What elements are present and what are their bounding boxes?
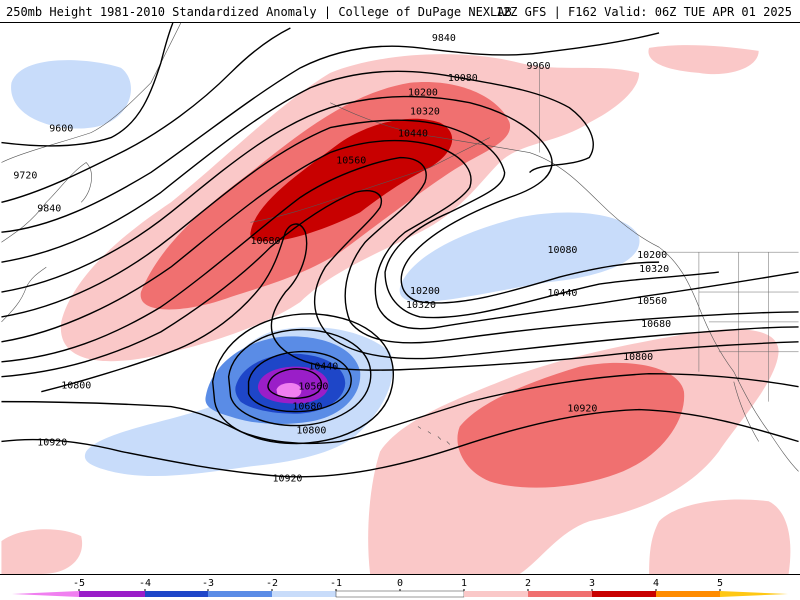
contour-label: 10080 [448,73,478,84]
scale-swatch [656,591,720,597]
scale-tick-label: -1 [330,578,342,589]
contour-label: 9960 [527,61,551,72]
height-contours [1,23,799,478]
scale-tick-label: 1 [461,578,467,589]
low-contour-10560 [247,350,352,413]
scale-ticks [78,589,721,591]
scale-swatch [464,591,528,597]
hawaii-islands [417,426,451,445]
scale-swatch [272,591,336,597]
map-title: 250mb Height 1981-2010 Standardized Anom… [6,5,512,19]
contour-label: 10560 [298,382,328,393]
scale-tick-label: 0 [397,578,403,589]
pos-anomaly-north-core [250,118,453,242]
anomaly-map: 9600 9720 9840 9840 9960 10080 10200 103… [0,22,800,575]
contour-9960 [1,70,594,263]
color-scale-bar [12,590,788,598]
scale-tick-label: -5 [73,578,85,589]
asia-coastline [1,23,182,163]
contour-label: 10800 [296,426,326,437]
scale-arrow-right [720,591,788,597]
scale-swatch [592,591,656,597]
contour-label: 10320 [406,300,436,311]
contour-label: 10680 [251,236,281,247]
canada-border [539,62,799,253]
scale-tick-label: 5 [717,578,723,589]
contour-label: 10920 [567,404,597,415]
contour-label: 10560 [336,155,366,166]
japan-coast [1,266,47,323]
contour-label: 10800 [61,381,91,392]
contour-label: 10680 [641,319,671,330]
scale-swatch [79,591,145,597]
neg-anomaly-east [399,212,640,302]
neg-anomaly-low-center [276,382,302,399]
scale-tick-label: -3 [202,578,214,589]
map-header: 250mb Height 1981-2010 Standardized Anom… [0,0,800,22]
aleutian-chain [250,137,490,223]
scale-swatch [528,591,592,597]
contour-label: 10080 [547,245,577,256]
scale-tick-label: 4 [653,578,659,589]
contour-label: 10440 [398,129,428,140]
contour-label: 10440 [547,288,577,299]
low-contour-10440 [267,368,323,399]
contour-label: 9600 [49,124,73,135]
contour-label: 10440 [308,362,338,373]
anomaly-shading [1,45,791,574]
scale-tick-label: 2 [525,578,531,589]
scale-swatch [208,591,272,597]
contour-10200 [1,119,719,319]
contour-label: 10200 [408,88,438,99]
north-america-coast [658,246,799,472]
contour-10080 [1,95,660,304]
scale-tick-labels: -5 -4 -3 -2 -1 0 1 2 3 4 5 [73,578,723,589]
low-contour-10680 [227,328,372,427]
pos-anomaly-sw [1,529,83,574]
color-scale-legend: -5 -4 -3 -2 -1 0 1 2 3 4 5 [12,578,788,598]
low-contour-10800 [211,313,394,445]
run-info: 12Z GFS | F162 Valid: 06Z TUE APR 01 202… [495,5,792,19]
contour-label: 10200 [410,286,440,297]
contour-label: 10320 [410,107,440,118]
kamchatka-coast [1,162,92,243]
baja-coast [733,381,759,442]
contour-10800 [1,373,799,445]
scale-arrow-left [12,591,79,597]
contour-label: 10560 [637,296,667,307]
contour-label: 10200 [637,250,667,261]
pos-anomaly-far-se [649,499,791,574]
pos-anomaly-se-mid [457,362,685,488]
scale-tick-label: -4 [139,578,151,589]
contour-label: 10680 [292,402,322,413]
scale-swatch [335,590,465,598]
contour-label: 9840 [432,33,456,44]
alaska-coast [330,102,660,248]
geography [1,23,799,472]
contour-9720 [1,27,291,204]
neg-anomaly-nw [11,60,131,129]
contour-label: 10920 [272,473,302,484]
scale-tick-label: -2 [266,578,278,589]
contour-label: 9840 [37,203,61,214]
contour-labels: 9600 9720 9840 9840 9960 10080 10200 103… [13,33,671,484]
contour-label: 10920 [37,437,67,448]
pos-anomaly-ne [648,45,759,75]
contour-label: 10320 [639,264,669,275]
us-states [698,252,799,402]
contour-10920 [1,408,799,478]
contour-10320 [1,139,799,343]
contour-10560 [1,190,799,378]
contour-label: 9720 [13,170,37,181]
contour-10680 [41,223,799,393]
scale-swatch [145,591,208,597]
contour-9840 [1,32,660,233]
contour-label: 10800 [623,352,653,363]
contour-10440 [1,156,799,363]
contour-9600 [1,23,174,147]
scale-tick-label: 3 [589,578,595,589]
